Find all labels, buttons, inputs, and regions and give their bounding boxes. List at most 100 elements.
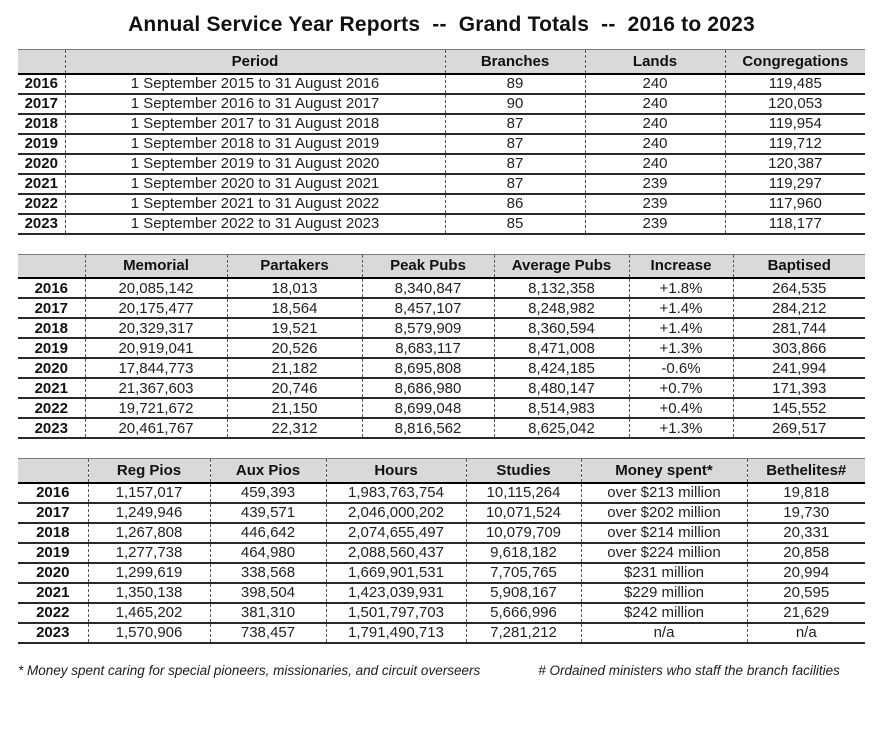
column-header-money-spent: Money spent* xyxy=(580,458,747,483)
data-cell: 459,393 xyxy=(209,482,326,503)
column-header-hours: Hours xyxy=(325,458,466,483)
data-cell: 87 xyxy=(444,133,585,154)
data-cell: 1 September 2017 to 31 August 2018 xyxy=(64,113,445,134)
data-cell: 8,683,117 xyxy=(361,338,494,358)
table-row: 2019 1,277,738 464,980 2,088,560,437 9,618,1… xyxy=(18,542,865,563)
data-cell: 2,088,560,437 xyxy=(325,542,466,563)
data-cell: 1,465,202 xyxy=(87,602,210,623)
table-row: 2016 1 September 2015 to 31 August 2016 89… xyxy=(18,73,865,94)
year-cell: 2018 xyxy=(34,319,68,337)
column-header-aux-pios: Aux Pios xyxy=(209,458,326,483)
column-header-period: Period xyxy=(64,49,445,74)
data-cell: 464,980 xyxy=(209,542,326,563)
data-cell: 22,312 xyxy=(226,418,362,438)
data-cell: 239 xyxy=(584,193,725,214)
data-cell: 1 September 2016 to 31 August 2017 xyxy=(64,93,445,114)
data-cell: 240 xyxy=(584,133,725,154)
data-cell: 119,485 xyxy=(724,73,865,94)
data-cell: 20,175,477 xyxy=(84,298,227,318)
column-header-bethelites: Bethelites# xyxy=(746,458,865,483)
data-cell: 8,340,847 xyxy=(361,278,494,298)
year-cell: 2017 xyxy=(36,504,70,521)
data-cell: 269,517 xyxy=(732,418,865,438)
year-header-cell xyxy=(18,458,88,483)
table-memorial-publishers: Memorial Partakers Peak Pubs Average Pubs In… xyxy=(18,254,865,440)
data-cell: 20,595 xyxy=(746,582,865,603)
footnote-bethelites: # Ordained ministers who staff the branc… xyxy=(538,662,840,678)
table-row: 2017 20,175,477 18,564 8,457,107 8,248,982 +1… xyxy=(18,298,865,318)
data-cell: 303,866 xyxy=(732,338,865,358)
data-cell: 21,182 xyxy=(226,358,362,378)
data-cell: 240 xyxy=(584,93,725,114)
year-cell: 2018 xyxy=(24,115,58,132)
year-cell: 2016 xyxy=(24,75,58,92)
column-header-average-pubs: Average Pubs xyxy=(493,254,629,278)
column-header-studies: Studies xyxy=(465,458,581,483)
data-cell: 281,744 xyxy=(732,318,865,338)
data-cell: 1,983,763,754 xyxy=(325,482,466,503)
data-cell: 7,705,765 xyxy=(465,562,581,583)
year-cell: 2020 xyxy=(24,155,58,172)
header-row: Reg Pios Aux Pios Hours Studies Money spent*… xyxy=(18,458,865,483)
data-cell: 20,329,317 xyxy=(84,318,227,338)
data-cell: 21,367,603 xyxy=(84,378,227,398)
data-cell: 1,501,797,703 xyxy=(325,602,466,623)
data-cell: 5,666,996 xyxy=(465,602,581,623)
data-cell: 86 xyxy=(444,193,585,214)
data-cell: -0.6% xyxy=(628,358,733,378)
data-cell: 1,299,619 xyxy=(87,562,210,583)
data-cell: 2,074,655,497 xyxy=(325,522,466,543)
data-cell: 2,046,000,202 xyxy=(325,502,466,523)
table-period-overview: Period Branches Lands Congregations 2016 1 Se… xyxy=(18,49,865,235)
column-header-lands: Lands xyxy=(584,49,725,74)
data-cell: 8,816,562 xyxy=(361,418,494,438)
column-header-peak-pubs: Peak Pubs xyxy=(361,254,494,278)
table-row: 2021 1,350,138 398,504 1,423,039,931 5,908,1… xyxy=(18,582,865,603)
year-cell: 2016 xyxy=(34,279,68,297)
data-cell: 1,249,946 xyxy=(87,502,210,523)
data-cell: 18,013 xyxy=(226,278,362,298)
data-cell: 1 September 2015 to 31 August 2016 xyxy=(64,73,445,94)
table-row: 2022 19,721,672 21,150 8,699,048 8,514,983 +0… xyxy=(18,398,865,418)
data-cell: 171,393 xyxy=(732,378,865,398)
data-cell: 20,858 xyxy=(746,542,865,563)
data-cell: 20,919,041 xyxy=(84,338,227,358)
data-cell: 85 xyxy=(444,213,585,234)
data-cell: 1,423,039,931 xyxy=(325,582,466,603)
data-cell: 1,669,901,531 xyxy=(325,562,466,583)
year-header-cell xyxy=(18,254,85,278)
year-cell: 2023 xyxy=(34,419,68,437)
data-cell: 1,277,738 xyxy=(87,542,210,563)
data-cell: 284,212 xyxy=(732,298,865,318)
table-row: 2019 1 September 2018 to 31 August 2019 87… xyxy=(18,133,865,154)
data-cell: 240 xyxy=(584,153,725,174)
data-cell: 119,297 xyxy=(724,173,865,194)
data-cell: +0.7% xyxy=(628,378,733,398)
data-cell: 8,132,358 xyxy=(493,278,629,298)
data-cell: 9,618,182 xyxy=(465,542,581,563)
data-cell: 17,844,773 xyxy=(84,358,227,378)
table-row: 2022 1,465,202 381,310 1,501,797,703 5,666,9… xyxy=(18,602,865,623)
table-row: 2023 1 September 2022 to 31 August 2023 85… xyxy=(18,213,865,234)
page-title: Annual Service Year Reports -- Grand Tot… xyxy=(128,13,755,36)
table-row: 2018 1 September 2017 to 31 August 2018 87… xyxy=(18,113,865,134)
data-cell: 87 xyxy=(444,173,585,194)
data-cell: 240 xyxy=(584,73,725,94)
data-cell: 446,642 xyxy=(209,522,326,543)
data-cell: 239 xyxy=(584,213,725,234)
data-cell: n/a xyxy=(746,622,865,643)
table-row: 2017 1,249,946 439,571 2,046,000,202 10,071,… xyxy=(18,502,865,523)
table-row: 2023 20,461,767 22,312 8,816,562 8,625,042 +1… xyxy=(18,418,865,438)
year-cell: 2023 xyxy=(36,624,70,641)
table-row: 2019 20,919,041 20,526 8,683,117 8,471,008 +1… xyxy=(18,338,865,358)
data-cell: 8,686,980 xyxy=(361,378,494,398)
data-cell: $229 million xyxy=(580,582,747,603)
data-cell: 8,480,147 xyxy=(493,378,629,398)
column-header-increase: Increase xyxy=(628,254,733,278)
data-cell: over $213 million xyxy=(580,482,747,503)
data-cell: 1,570,906 xyxy=(87,622,210,643)
data-cell: +1.8% xyxy=(628,278,733,298)
data-cell: 1 September 2022 to 31 August 2023 xyxy=(64,213,445,234)
data-cell: 117,960 xyxy=(724,193,865,214)
